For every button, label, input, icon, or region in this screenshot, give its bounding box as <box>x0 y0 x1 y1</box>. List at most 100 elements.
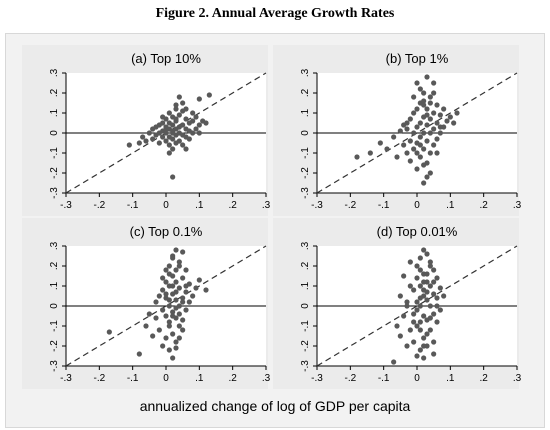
data-point <box>176 311 182 317</box>
data-point <box>404 303 410 309</box>
y-tick-label: .3 <box>49 68 60 77</box>
panel-title: (c) Top 0.1% <box>130 224 203 239</box>
y-tick-label: .1 <box>49 281 60 290</box>
data-point <box>417 303 423 309</box>
data-point <box>176 285 182 291</box>
data-point <box>424 271 430 277</box>
data-point <box>180 295 186 301</box>
data-point <box>160 114 166 120</box>
data-point <box>434 120 440 126</box>
data-point <box>173 345 179 351</box>
x-tick-label: -.1 <box>127 373 139 384</box>
data-point <box>180 100 186 106</box>
data-point <box>173 116 179 122</box>
data-point <box>173 297 179 303</box>
y-tick-label: .3 <box>49 241 60 250</box>
data-point <box>136 140 142 146</box>
data-point <box>170 136 176 142</box>
x-tick-label: .3 <box>513 373 522 384</box>
data-point <box>414 307 420 313</box>
data-point <box>160 343 166 349</box>
data-point <box>163 313 169 319</box>
data-point <box>183 307 189 313</box>
data-point <box>196 96 202 102</box>
data-point <box>401 142 407 148</box>
data-point <box>441 293 447 299</box>
data-point <box>190 130 196 136</box>
data-point <box>424 331 430 337</box>
data-point <box>166 271 172 277</box>
data-point <box>173 267 179 273</box>
y-tick-label: -.3 <box>300 187 311 199</box>
data-point <box>183 116 189 122</box>
x-tick-label: .3 <box>513 200 522 211</box>
data-point <box>173 102 179 108</box>
x-tick-label: .3 <box>262 373 271 384</box>
data-point <box>160 134 166 140</box>
data-point <box>434 295 440 301</box>
data-point <box>431 291 437 297</box>
x-tick-label: .1 <box>195 373 204 384</box>
data-point <box>190 118 196 124</box>
x-tick-label: -.2 <box>344 373 356 384</box>
data-point <box>166 150 172 156</box>
data-point <box>384 146 390 152</box>
data-point <box>417 267 423 273</box>
data-point <box>166 110 172 116</box>
data-point <box>417 120 423 126</box>
y-tick-label: .1 <box>300 281 311 290</box>
data-point <box>414 150 420 156</box>
data-point <box>411 311 417 317</box>
data-point <box>166 297 172 303</box>
y-tick-label: -.3 <box>300 360 311 372</box>
data-point <box>391 134 397 140</box>
y-tick-label: -.2 <box>49 340 60 352</box>
data-point <box>150 333 156 339</box>
data-point <box>394 323 400 329</box>
data-point <box>180 317 186 323</box>
data-point <box>427 150 433 156</box>
data-point <box>173 106 179 112</box>
data-point <box>160 307 166 313</box>
data-point <box>183 283 189 289</box>
data-point <box>183 146 189 152</box>
y-tick-label: .2 <box>49 88 60 97</box>
data-point <box>437 307 443 313</box>
data-point <box>417 134 423 140</box>
data-point <box>173 305 179 311</box>
y-tick-label: 0 <box>49 303 60 309</box>
data-point <box>203 287 209 293</box>
x-tick-label: .2 <box>228 200 237 211</box>
data-point <box>414 263 420 269</box>
data-point <box>421 355 427 361</box>
data-point <box>417 347 423 353</box>
data-point <box>203 120 209 126</box>
y-tick-label: 0 <box>300 130 311 136</box>
data-point <box>421 343 427 349</box>
y-tick-label: -.1 <box>300 147 311 159</box>
panel-title: (a) Top 10% <box>131 51 201 66</box>
data-point <box>414 166 420 172</box>
data-point <box>407 138 413 144</box>
x-tick-label: -.3 <box>311 373 323 384</box>
data-point <box>431 267 437 273</box>
data-point <box>421 162 427 168</box>
data-point <box>196 122 202 128</box>
data-point <box>391 359 397 365</box>
data-point <box>431 126 437 132</box>
data-point <box>153 315 159 321</box>
data-point <box>434 136 440 142</box>
data-point <box>414 106 420 112</box>
data-point <box>414 353 420 359</box>
data-point <box>156 327 162 333</box>
y-tick-label: .1 <box>300 108 311 117</box>
data-point <box>427 116 433 122</box>
x-tick-label: .1 <box>446 200 455 211</box>
data-point <box>143 138 149 144</box>
data-point <box>190 293 196 299</box>
data-point <box>170 174 176 180</box>
data-point <box>447 114 453 120</box>
shared-x-axis-label: annualized change of log of GDP per capi… <box>139 398 411 414</box>
data-point <box>126 142 132 148</box>
x-tick-label: .1 <box>195 200 204 211</box>
